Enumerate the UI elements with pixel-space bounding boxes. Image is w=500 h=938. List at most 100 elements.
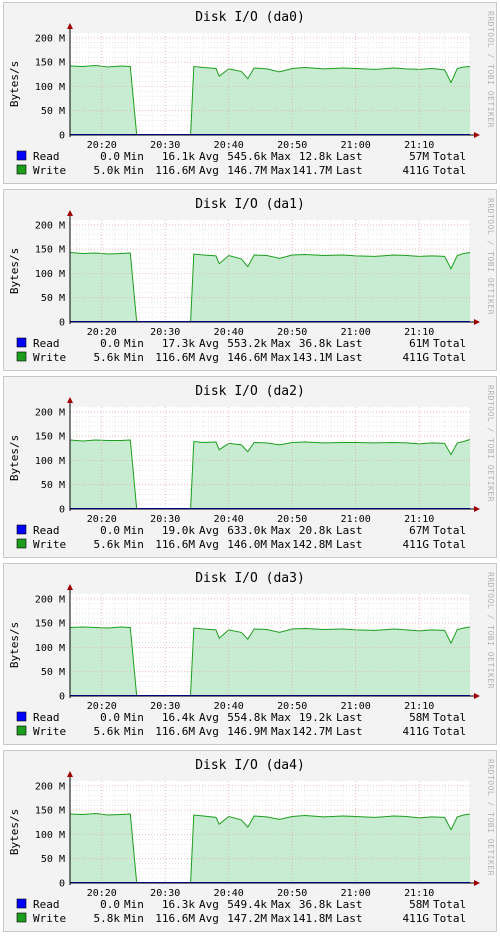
legend-stat-label: Last bbox=[336, 164, 363, 177]
x-tick-label: 21:10 bbox=[404, 327, 434, 338]
y-tick-label: 100 M bbox=[35, 82, 65, 93]
rrdtool-credit: RRDTOOL / TOBI OETIKER bbox=[486, 11, 495, 128]
legend-series-name: Write bbox=[33, 164, 66, 177]
legend-series-name: Write bbox=[33, 912, 66, 925]
legend-stat-avg: 19.0k bbox=[162, 524, 195, 537]
legend-series-name: Read bbox=[33, 711, 60, 724]
legend-stat-label: Min bbox=[124, 725, 144, 738]
read-legend-swatch bbox=[16, 898, 27, 909]
legend-stat-max: 146.9M bbox=[227, 725, 267, 738]
rrdtool-credit: RRDTOOL / TOBI OETIKER bbox=[486, 759, 495, 876]
legend-stat-label: Max bbox=[271, 351, 291, 364]
y-tick-label: 0 bbox=[59, 879, 65, 890]
x-tick-label: 20:50 bbox=[277, 327, 307, 338]
legend-stat-last: 142.8M bbox=[292, 538, 332, 551]
y-tick-label: 200 M bbox=[35, 33, 65, 44]
legend-stat-label: Max bbox=[271, 898, 291, 911]
legend-stat-avg: 16.3k bbox=[162, 898, 195, 911]
legend-stat-avg: 116.6M bbox=[155, 725, 195, 738]
legend-stat-label: Total bbox=[433, 912, 466, 925]
legend-stat-label: Last bbox=[336, 711, 363, 724]
write-legend-swatch bbox=[16, 351, 27, 362]
x-tick-label: 20:40 bbox=[214, 514, 244, 525]
legend-stat-label: Total bbox=[433, 538, 466, 551]
x-tick-label: 20:20 bbox=[87, 140, 117, 151]
legend-stat-min: 0.0 bbox=[100, 337, 120, 350]
y-axis-label: Bytes/s bbox=[8, 248, 21, 294]
read-legend-swatch bbox=[16, 524, 27, 535]
legend-stat-label: Max bbox=[271, 337, 291, 350]
legend-stat-max: 554.8k bbox=[227, 711, 267, 724]
y-tick-label: 100 M bbox=[35, 269, 65, 280]
legend-stat-avg: 16.1k bbox=[162, 150, 195, 163]
legend-stat-label: Last bbox=[336, 150, 363, 163]
legend-stat-label: Max bbox=[271, 725, 291, 738]
write-series-area bbox=[70, 813, 470, 883]
y-axis-arrow bbox=[67, 397, 73, 403]
y-tick-label: 100 M bbox=[35, 643, 65, 654]
legend-series-name: Read bbox=[33, 337, 60, 350]
legend-stat-label: Last bbox=[336, 351, 363, 364]
legend-stat-label: Avg bbox=[199, 538, 219, 551]
legend-stat-label: Avg bbox=[199, 725, 219, 738]
read-legend-swatch bbox=[16, 337, 27, 348]
x-tick-label: 20:20 bbox=[87, 327, 117, 338]
legend-series-name: Write bbox=[33, 538, 66, 551]
y-tick-label: 0 bbox=[59, 318, 65, 329]
legend-stat-last: 20.8k bbox=[299, 524, 332, 537]
legend-stat-avg: 116.6M bbox=[155, 538, 195, 551]
y-axis-label: Bytes/s bbox=[8, 61, 21, 107]
x-axis-arrow bbox=[474, 319, 480, 325]
legend-stat-min: 5.6k bbox=[94, 351, 121, 364]
x-axis-arrow bbox=[474, 132, 480, 138]
legend-stat-last: 19.2k bbox=[299, 711, 332, 724]
legend-stat-label: Total bbox=[433, 337, 466, 350]
legend-stat-label: Avg bbox=[199, 351, 219, 364]
legend-stat-last: 12.8k bbox=[299, 150, 332, 163]
y-tick-label: 0 bbox=[59, 505, 65, 516]
y-tick-label: 150 M bbox=[35, 806, 65, 817]
write-legend-swatch bbox=[16, 538, 27, 549]
legend-stat-total: 411G bbox=[403, 725, 430, 738]
x-tick-label: 21:10 bbox=[404, 701, 434, 712]
chart-panel-da1: Disk I/O (da1) 20:20 20:30 20:40 20:50 21:00 2… bbox=[3, 189, 497, 371]
write-series-line bbox=[69, 439, 471, 510]
y-tick-label: 150 M bbox=[35, 245, 65, 256]
x-tick-label: 20:30 bbox=[150, 701, 180, 712]
write-series-line bbox=[69, 626, 471, 697]
y-axis-arrow bbox=[67, 771, 73, 777]
x-tick-label: 21:10 bbox=[404, 514, 434, 525]
legend-stat-label: Last bbox=[336, 912, 363, 925]
legend-series-name: Write bbox=[33, 351, 66, 364]
x-tick-label: 20:30 bbox=[150, 140, 180, 151]
legend-stat-max: 549.4k bbox=[227, 898, 267, 911]
rrdtool-credit: RRDTOOL / TOBI OETIKER bbox=[486, 385, 495, 502]
legend-stat-min: 0.0 bbox=[100, 898, 120, 911]
y-axis-label: Bytes/s bbox=[8, 435, 21, 481]
y-tick-label: 200 M bbox=[35, 781, 65, 792]
rrdtool-credit: RRDTOOL / TOBI OETIKER bbox=[486, 198, 495, 315]
write-series-area bbox=[70, 252, 470, 322]
write-series-area bbox=[70, 439, 470, 509]
legend-series-name: Read bbox=[33, 524, 60, 537]
x-tick-label: 20:50 bbox=[277, 514, 307, 525]
chart-title: Disk I/O (da4) bbox=[195, 758, 305, 773]
write-series-line bbox=[69, 812, 471, 884]
disk-io-chart: Disk I/O (da3) 20:20 20:30 20:40 20:50 21:00 2… bbox=[8, 571, 495, 738]
x-tick-label: 20:50 bbox=[277, 140, 307, 151]
legend-series-name: Write bbox=[33, 725, 66, 738]
x-tick-label: 20:50 bbox=[277, 701, 307, 712]
legend-stat-label: Min bbox=[124, 898, 144, 911]
legend-stat-last: 142.7M bbox=[292, 725, 332, 738]
write-legend-swatch bbox=[16, 912, 27, 923]
x-tick-label: 21:10 bbox=[404, 140, 434, 151]
legend-stat-label: Max bbox=[271, 524, 291, 537]
chart-panel-da4: Disk I/O (da4) 20:20 20:30 20:40 20:50 21:00 2… bbox=[3, 750, 497, 932]
legend-stat-avg: 116.6M bbox=[155, 351, 195, 364]
legend-stat-label: Min bbox=[124, 164, 144, 177]
legend-stat-last: 36.8k bbox=[299, 337, 332, 350]
legend-stat-label: Min bbox=[124, 150, 144, 163]
chart-title: Disk I/O (da0) bbox=[195, 10, 305, 25]
legend-stat-total: 411G bbox=[403, 912, 430, 925]
